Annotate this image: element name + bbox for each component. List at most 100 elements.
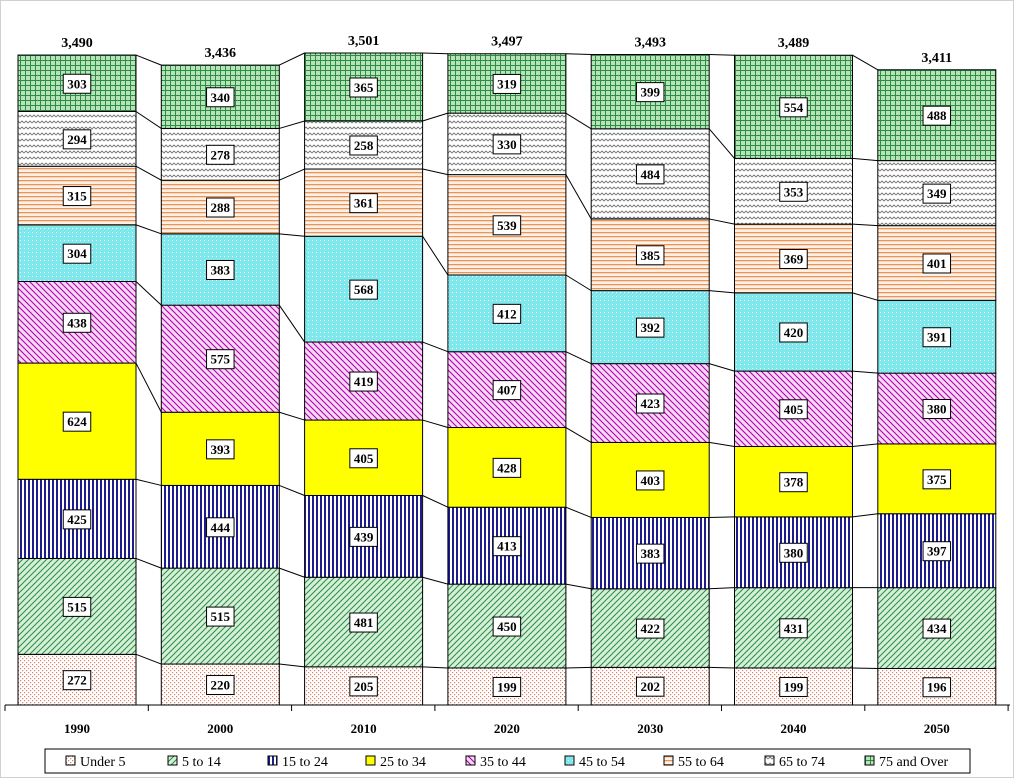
value-label-box-5-to-14-2050	[922, 618, 952, 639]
value-label-55-to-64-2030: 385	[640, 248, 660, 263]
value-label-25-to-34-2020: 428	[497, 460, 517, 475]
connector-line	[279, 120, 305, 129]
value-label-box-under-5-2050	[922, 677, 952, 698]
legend-swatch-75-and-over	[864, 755, 875, 766]
value-label-25-to-34-1990: 624	[67, 414, 87, 429]
legend-label-45-to-54: 45 to 54	[579, 755, 625, 770]
value-label-box-under-5-2040	[779, 676, 808, 697]
value-label-box-75-and-over-2010	[349, 77, 378, 98]
connector-line	[422, 341, 449, 353]
value-label-45-to-54-2030: 392	[640, 320, 660, 335]
connector-line	[709, 218, 735, 225]
value-label-box-5-to-14-2040	[779, 618, 808, 639]
value-label-25-to-34-2040: 378	[784, 475, 804, 490]
value-label-box-5-to-14-1990	[62, 596, 92, 617]
bar-35-to-44-2050	[877, 372, 997, 445]
value-label-box-under-5-1990	[62, 670, 92, 691]
legend-label-35-to-44: 35 to 44	[480, 755, 526, 770]
connector-line	[852, 157, 878, 162]
total-label-2000: 3,436	[205, 46, 237, 61]
value-label-box-45-to-54-2050	[922, 327, 952, 348]
value-label-box-15-to-24-2030	[635, 543, 665, 564]
value-label-65-to-74-2020: 330	[497, 137, 517, 152]
value-label-box-35-to-44-1990	[62, 312, 92, 333]
value-label-box-25-to-34-2030	[635, 470, 665, 491]
value-label-box-under-5-2010	[349, 676, 378, 697]
value-label-5-to-14-1990: 515	[67, 599, 87, 614]
connector-line	[135, 653, 162, 665]
connector-line	[565, 506, 592, 518]
value-label-box-25-to-34-2020	[492, 457, 522, 478]
value-label-box-65-to-74-2020	[492, 134, 522, 155]
connector-line	[135, 224, 162, 235]
value-label-under-5-2010: 205	[354, 679, 374, 694]
connector-line	[565, 583, 592, 590]
value-label-box-35-to-44-2050	[922, 399, 952, 420]
value-label-75-and-over-2030: 399	[640, 85, 660, 100]
legend-swatch-under-5	[65, 755, 76, 766]
total-label-2010: 3,501	[348, 34, 380, 49]
connector-line	[852, 443, 878, 448]
value-label-75-and-over-2010: 365	[354, 80, 374, 95]
legend-swatch-5-to-14	[167, 755, 178, 766]
value-label-box-35-to-44-2030	[635, 393, 665, 414]
connector-line	[565, 174, 592, 220]
value-label-box-35-to-44-2020	[492, 380, 522, 401]
value-label-box-45-to-54-2040	[779, 322, 808, 343]
connector-line	[565, 666, 592, 669]
value-label-under-5-1990: 272	[67, 673, 87, 688]
value-label-15-to-24-2050: 397	[927, 544, 947, 559]
total-label-2050: 3,411	[921, 51, 952, 66]
value-label-box-25-to-34-2000	[206, 439, 235, 460]
connector-line	[279, 567, 305, 578]
legend-swatch-65-to-74	[764, 755, 775, 766]
total-label-2030: 3,493	[634, 35, 666, 50]
value-label-25-to-34-2050: 375	[927, 472, 947, 487]
value-label-box-55-to-64-2030	[635, 245, 665, 266]
value-label-75-and-over-2050: 488	[927, 108, 947, 123]
connector-line	[135, 557, 162, 569]
connector-line	[422, 666, 448, 669]
value-label-55-to-64-1990: 315	[67, 189, 87, 204]
value-label-box-65-to-74-2050	[922, 183, 952, 204]
value-label-box-5-to-14-2020	[492, 616, 522, 637]
value-label-45-to-54-2000: 383	[211, 262, 231, 277]
value-label-box-65-to-74-2040	[779, 181, 808, 202]
value-label-box-65-to-74-2000	[206, 144, 235, 165]
connector-line	[852, 370, 878, 374]
value-label-15-to-24-2010: 439	[354, 529, 374, 544]
value-label-55-to-64-2020: 539	[497, 218, 517, 233]
connector-line	[135, 165, 162, 181]
value-label-65-to-74-2050: 349	[927, 186, 947, 201]
value-label-25-to-34-2010: 405	[354, 451, 374, 466]
total-label-1990: 3,490	[61, 36, 93, 51]
value-label-box-75-and-over-1990	[62, 73, 92, 94]
legend-label-55-to-64: 55 to 64	[678, 755, 724, 770]
value-label-55-to-64-2000: 288	[211, 200, 231, 215]
value-label-55-to-64-2050: 401	[927, 256, 947, 271]
value-label-box-15-to-24-2010	[349, 526, 378, 547]
connector-line	[852, 54, 879, 71]
value-label-15-to-24-1990: 425	[67, 512, 87, 527]
connector-line	[852, 223, 878, 227]
value-label-under-5-2050: 196	[927, 680, 947, 695]
value-label-75-and-over-1990: 303	[67, 76, 87, 91]
connector-line	[279, 663, 305, 668]
x-tick-label-2020: 2020	[494, 721, 520, 736]
value-label-box-45-to-54-2000	[206, 260, 235, 280]
value-label-box-under-5-2000	[206, 675, 235, 696]
legend-swatch-25-to-34	[365, 755, 376, 766]
legend-label-5-to-14: 5 to 14	[182, 755, 221, 770]
connector-line	[709, 587, 735, 590]
legend-label-25-to-34: 25 to 34	[380, 755, 426, 770]
connector-line	[565, 274, 592, 292]
value-labels-layer: 272 515 425 624 438 304 315 294 303 220 515 444 393 5…	[62, 73, 952, 698]
value-label-5-to-14-2000: 515	[211, 609, 231, 624]
value-label-box-55-to-64-1990	[62, 186, 92, 207]
value-label-box-5-to-14-2030	[635, 618, 665, 639]
value-label-box-45-to-54-2020	[492, 303, 522, 324]
value-label-45-to-54-2040: 420	[784, 325, 804, 340]
value-label-box-15-to-24-2040	[779, 542, 808, 563]
legend-label-15-to-24: 15 to 24	[282, 755, 328, 770]
